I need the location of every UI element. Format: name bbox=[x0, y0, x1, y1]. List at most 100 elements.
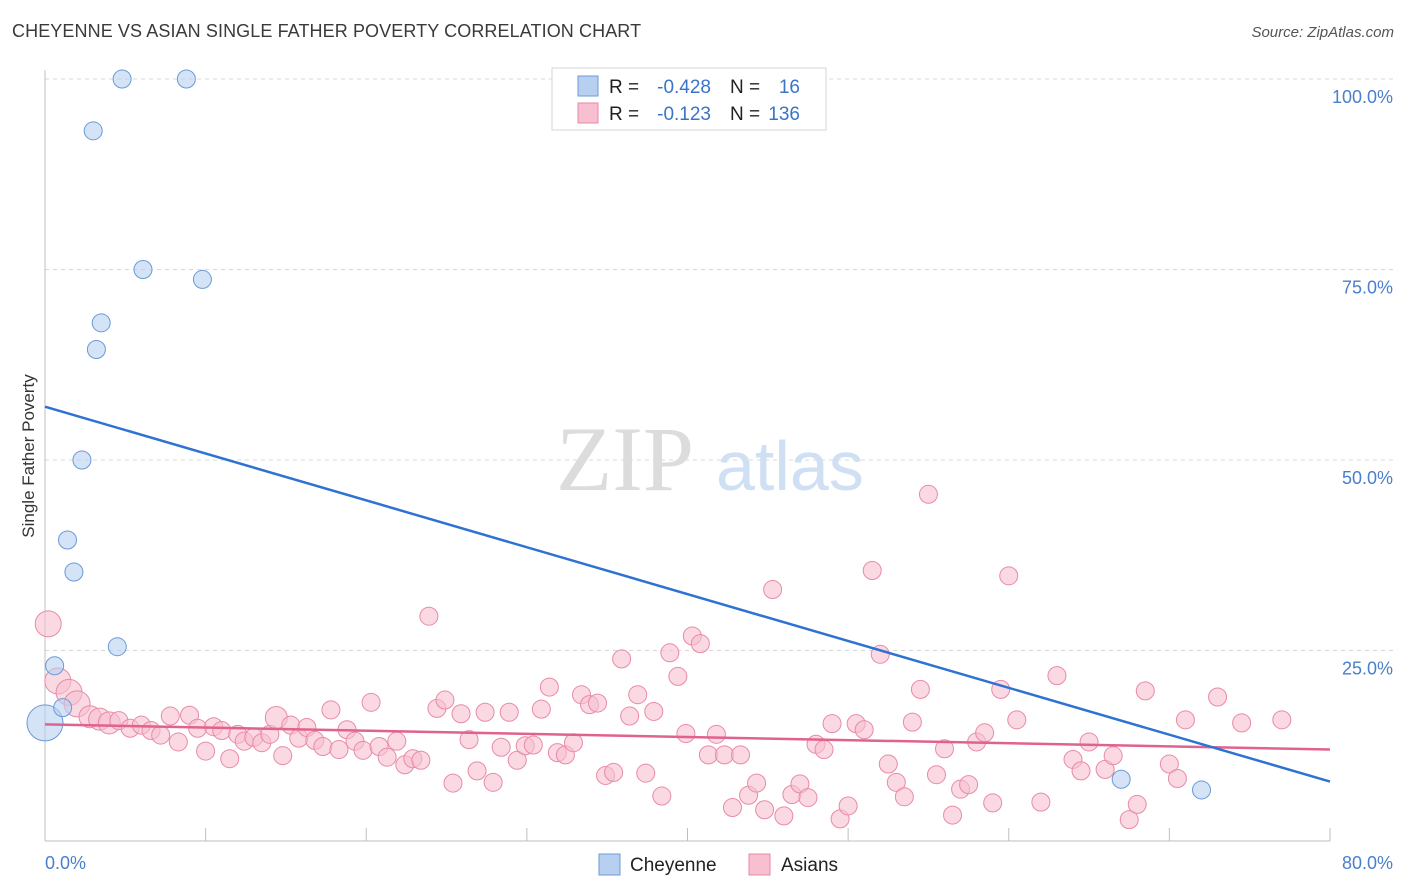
legend-n-label-1: N = bbox=[730, 104, 760, 125]
cheyenne-series bbox=[26, 69, 1211, 800]
asians-point-13 bbox=[168, 732, 188, 752]
asians-point-102 bbox=[886, 772, 906, 792]
legend-r-value-0: -0.428 bbox=[657, 77, 711, 98]
asians-point-74 bbox=[660, 643, 680, 663]
asians-point-69 bbox=[620, 706, 640, 726]
legend-n-value-0: 16 bbox=[779, 77, 800, 98]
asians-point-104 bbox=[902, 712, 922, 732]
asians-point-86 bbox=[755, 800, 775, 820]
asians-point-94 bbox=[822, 714, 842, 734]
asians-point-106 bbox=[918, 484, 938, 504]
asians-point-16 bbox=[196, 741, 216, 761]
y-tick-label-75: 75.0% bbox=[1342, 278, 1393, 298]
cheyenne-point-11 bbox=[133, 260, 153, 279]
cheyenne-point-6 bbox=[83, 121, 103, 141]
asians-point-53 bbox=[491, 737, 511, 757]
asians-point-98 bbox=[854, 720, 874, 740]
legend-r-label-0: R = bbox=[609, 77, 639, 98]
asians-point-96 bbox=[838, 796, 858, 816]
asians-point-81 bbox=[714, 745, 734, 765]
asians-point-51 bbox=[475, 702, 495, 722]
asians-point-18 bbox=[212, 721, 232, 741]
asians-point-43 bbox=[411, 750, 431, 770]
asians-trend-line bbox=[44, 723, 1331, 751]
watermark-zip: ZIP bbox=[556, 408, 694, 510]
asians-point-32 bbox=[321, 700, 341, 720]
asians-series bbox=[34, 484, 1292, 830]
cheyenne-point-13 bbox=[192, 269, 212, 289]
asians-point-109 bbox=[943, 805, 963, 825]
asians-point-127 bbox=[1135, 681, 1155, 701]
bottom-legend-swatch-cheyenne bbox=[598, 853, 621, 876]
asians-point-126 bbox=[1127, 794, 1147, 814]
bottom-legend-cheyenne: Cheyenne bbox=[630, 855, 717, 876]
cheyenne-point-2 bbox=[53, 698, 73, 718]
y-tick-label-25: 25.0% bbox=[1342, 659, 1393, 679]
asians-point-72 bbox=[644, 701, 664, 721]
asians-point-79 bbox=[698, 745, 718, 765]
chart-title: CHEYENNE VS ASIAN SINGLE FATHER POVERTY … bbox=[12, 21, 642, 41]
asians-point-73 bbox=[652, 786, 672, 806]
cheyenne-trend-line bbox=[44, 405, 1331, 783]
cheyenne-point-4 bbox=[64, 562, 84, 582]
asians-point-87 bbox=[763, 580, 783, 600]
asians-point-50 bbox=[467, 761, 487, 781]
bottom-legend-asians: Asians bbox=[781, 855, 838, 876]
asians-point-82 bbox=[722, 797, 742, 817]
asians-point-107 bbox=[926, 765, 946, 785]
legend-r-value-1: -0.123 bbox=[657, 104, 711, 125]
bottom-legend-swatch-asians bbox=[748, 853, 771, 876]
asians-point-47 bbox=[443, 773, 463, 793]
cheyenne-point-15 bbox=[1192, 780, 1211, 800]
x-tick-label-max: 80.0% bbox=[1342, 853, 1393, 873]
asians-point-19 bbox=[220, 749, 240, 769]
correlation-legend: R = -0.428 N = 16 R = -0.123 N = 136 bbox=[551, 67, 827, 131]
cheyenne-point-10 bbox=[112, 69, 132, 89]
y-tick-labels: 25.0% 50.0% 75.0% 100.0% bbox=[1332, 87, 1393, 679]
asians-point-114 bbox=[983, 793, 1003, 813]
cheyenne-point-14 bbox=[1111, 769, 1131, 789]
asians-point-113 bbox=[975, 723, 995, 743]
y-tick-label-50: 50.0% bbox=[1342, 468, 1393, 488]
asians-point-101 bbox=[878, 754, 898, 774]
watermark-atlas: atlas bbox=[716, 427, 864, 505]
asians-point-117 bbox=[1007, 710, 1027, 730]
asians-point-118 bbox=[1031, 792, 1051, 812]
cheyenne-point-8 bbox=[91, 313, 111, 333]
asians-point-80 bbox=[706, 724, 726, 744]
asians-point-75 bbox=[668, 666, 688, 686]
asians-point-59 bbox=[539, 677, 559, 697]
asians-point-46 bbox=[435, 690, 455, 710]
asians-point-49 bbox=[459, 730, 479, 750]
asians-point-36 bbox=[353, 740, 373, 760]
asians-point-33 bbox=[329, 740, 349, 760]
asians-point-31 bbox=[313, 737, 333, 757]
asians-point-39 bbox=[377, 747, 397, 767]
asians-point-11 bbox=[151, 725, 171, 745]
asians-point-52 bbox=[483, 772, 503, 792]
asians-point-12 bbox=[160, 706, 180, 726]
asians-point-116 bbox=[999, 566, 1019, 586]
asians-point-26 bbox=[273, 746, 293, 766]
asians-point-76 bbox=[676, 724, 696, 744]
y-axis-title: Single Father Poverty bbox=[19, 374, 38, 538]
legend-r-label-1: R = bbox=[609, 104, 639, 125]
cheyenne-point-12 bbox=[176, 69, 196, 89]
asians-point-124 bbox=[1103, 746, 1123, 766]
asians-point-71 bbox=[636, 763, 656, 783]
legend-n-value-1: 136 bbox=[768, 104, 800, 125]
asians-point-111 bbox=[959, 775, 979, 795]
asians-point-83 bbox=[731, 745, 751, 765]
asians-point-48 bbox=[451, 704, 471, 724]
cheyenne-point-9 bbox=[107, 637, 127, 657]
asians-point-132 bbox=[1232, 713, 1252, 733]
asians-point-99 bbox=[862, 560, 882, 580]
asians-point-57 bbox=[523, 735, 543, 755]
asians-point-108 bbox=[935, 739, 954, 759]
asians-point-58 bbox=[531, 699, 551, 719]
asians-point-103 bbox=[894, 787, 914, 807]
asians-point-125 bbox=[1119, 810, 1139, 830]
asians-point-54 bbox=[499, 702, 519, 722]
cheyenne-point-1 bbox=[45, 656, 65, 676]
